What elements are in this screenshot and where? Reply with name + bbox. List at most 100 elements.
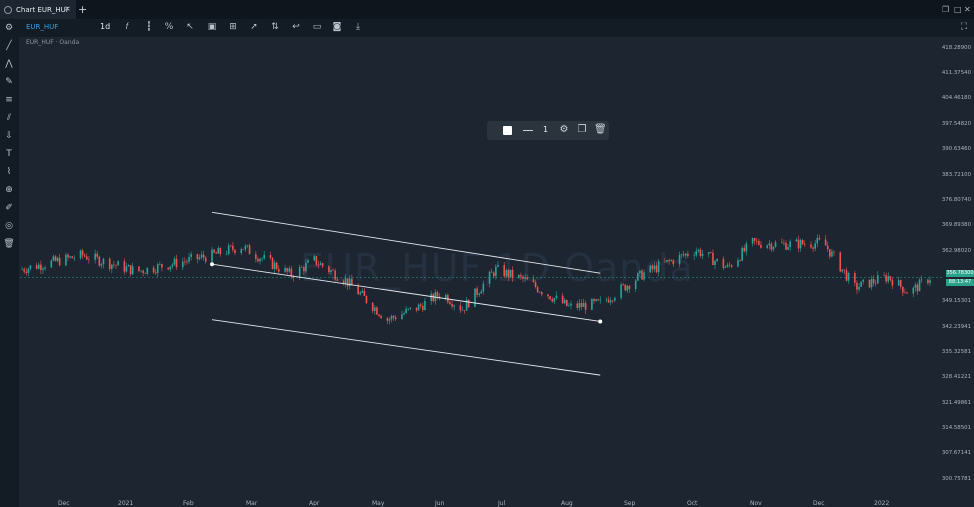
price-label: 349.15301	[941, 298, 971, 304]
candle-body	[781, 242, 783, 243]
line-color-swatch[interactable]	[503, 126, 512, 135]
candle-body	[422, 305, 424, 311]
candle-body	[390, 316, 393, 320]
candle-body	[113, 264, 115, 266]
candle-body	[453, 305, 455, 307]
candle-body	[79, 250, 82, 259]
sort-icon[interactable]: ⇅	[271, 22, 279, 32]
time-label: 2022	[874, 500, 890, 507]
new-tab-icon[interactable]: +	[78, 3, 88, 16]
brush-icon[interactable]: ✎	[5, 77, 13, 87]
candle-body	[184, 261, 186, 263]
candle-body	[812, 247, 814, 249]
candle-body	[144, 273, 147, 274]
candle-body	[125, 266, 128, 272]
candle-body	[81, 250, 84, 256]
candle-body	[436, 292, 439, 297]
candle-body	[234, 249, 236, 253]
time-label: Nov	[750, 500, 762, 507]
price-axis[interactable]: 418.28900 411.37540 404.46180 397.54820 …	[941, 37, 974, 495]
price-label: 321.49861	[941, 400, 971, 406]
candle-body	[918, 279, 921, 292]
candle-body	[73, 258, 76, 259]
candle-body	[44, 267, 46, 269]
candle-body	[772, 246, 775, 250]
candle-body	[810, 244, 812, 248]
symbol-selector[interactable]: EUR_HUF	[26, 23, 59, 31]
candle-body	[83, 255, 86, 257]
templates-icon[interactable]: ▣	[207, 22, 217, 32]
candle-body	[131, 266, 134, 275]
candle-body	[167, 267, 169, 270]
eye-icon[interactable]: ◎	[5, 221, 13, 231]
pitchfork-icon[interactable]: ⋀	[5, 59, 13, 69]
chart-type-icon[interactable]: ┇	[146, 22, 152, 32]
close-tab-icon[interactable]: ×	[64, 4, 71, 13]
line-width-value[interactable]: 1	[543, 125, 549, 134]
cursor-icon[interactable]: ↖	[186, 22, 194, 32]
candle-body	[58, 257, 61, 266]
candle-body	[595, 299, 597, 302]
select-icon[interactable]: ➚	[250, 22, 258, 32]
candle-body	[37, 264, 40, 269]
line-style-icon[interactable]	[523, 130, 533, 131]
fullscreen-icon[interactable]: ⛶	[960, 22, 968, 32]
settings-icon[interactable]: ⚙	[559, 124, 569, 135]
zoom-icon[interactable]: ⊕	[5, 185, 13, 195]
candle-body	[98, 256, 101, 266]
candle-body	[269, 255, 272, 258]
candle-body	[240, 249, 243, 253]
candle-body	[607, 299, 610, 303]
fib-icon[interactable]: ≡	[5, 95, 13, 105]
candle-body	[219, 248, 222, 254]
time-label: Mar	[246, 500, 258, 507]
candle-body	[576, 303, 579, 308]
candle-body	[584, 303, 587, 310]
replay-icon[interactable]: ⊞	[229, 22, 237, 32]
trash-icon[interactable]: 🗑	[3, 239, 15, 249]
delete-icon[interactable]: 🗑	[594, 124, 607, 135]
candle-body	[417, 304, 420, 311]
close-window-icon[interactable]: ✕	[964, 5, 971, 14]
compare-icon[interactable]: %	[164, 22, 174, 32]
candle-body	[582, 303, 585, 307]
candle-body	[783, 242, 785, 244]
candle-body	[451, 303, 453, 307]
candle-body	[127, 265, 130, 267]
candle-body	[419, 304, 422, 306]
candle-body	[570, 303, 572, 306]
trendline-icon[interactable]: ╱	[6, 41, 12, 51]
candle-body	[929, 280, 931, 284]
candle-body	[914, 284, 917, 288]
candle-body	[380, 315, 382, 319]
candle-body	[29, 265, 32, 269]
candle-body	[102, 258, 105, 265]
candle-body	[198, 257, 201, 260]
settings-icon[interactable]: ⚙	[4, 23, 14, 33]
undo-icon[interactable]: ↩	[292, 22, 300, 32]
tab-chart[interactable]: Chart EUR_HUF ×	[0, 0, 76, 19]
candle-body	[225, 253, 228, 255]
indicators-icon[interactable]: 𝑓	[125, 22, 129, 32]
pencil-icon[interactable]: ✐	[5, 203, 13, 213]
candle-body	[374, 307, 376, 311]
maximize-icon[interactable]: □	[954, 5, 962, 14]
candle-body	[843, 269, 846, 271]
candle-body	[50, 260, 53, 268]
clone-icon[interactable]: ❐	[577, 124, 587, 135]
download-icon[interactable]: ⤓	[356, 22, 360, 32]
restore-icon[interactable]: ❐	[942, 5, 950, 14]
layout-icon[interactable]: ▭	[312, 22, 322, 32]
candle-body	[40, 264, 42, 270]
candle-body	[614, 297, 616, 301]
candle-body	[271, 257, 274, 269]
camera-icon[interactable]: ◙	[332, 22, 342, 32]
arrow-down-icon[interactable]: ⇩	[5, 131, 13, 141]
text-icon[interactable]: T	[6, 149, 12, 159]
candle-body	[52, 256, 55, 261]
channel-icon[interactable]: ⫽	[6, 113, 11, 123]
ruler-icon[interactable]: ⌇	[6, 167, 12, 177]
candle-body	[378, 314, 380, 316]
candle-body	[889, 276, 892, 280]
timeframe-selector[interactable]: 1d	[100, 22, 111, 31]
